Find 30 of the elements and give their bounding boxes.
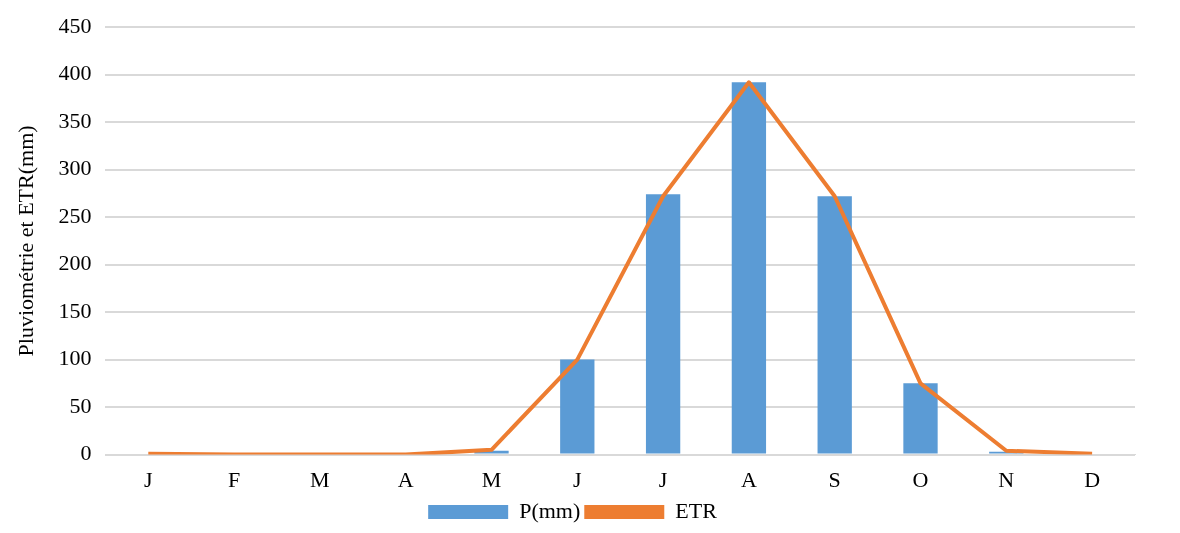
bar — [560, 359, 595, 454]
y-tick-label: 450 — [58, 12, 92, 38]
bar — [731, 82, 767, 454]
x-tick-label: O — [912, 466, 929, 492]
y-tick-label: 350 — [58, 107, 92, 133]
x-tick-label: F — [227, 466, 241, 492]
y-tick-label: 50 — [69, 392, 92, 418]
x-tick-label: N — [998, 466, 1015, 492]
y-tick-label: 400 — [58, 60, 92, 86]
y-axis-title: Pluviométrie et ETR(mm) — [12, 125, 38, 357]
legend-label: P(mm) — [519, 497, 581, 523]
x-tick-label: J — [658, 466, 668, 492]
bar — [903, 383, 938, 454]
y-tick-label: 0 — [80, 440, 92, 466]
x-tick-label: J — [144, 466, 154, 492]
y-tick-label: 300 — [58, 155, 92, 181]
x-tick-label: S — [828, 466, 841, 492]
x-tick-label: M — [310, 466, 330, 492]
x-tick-label: M — [481, 466, 502, 492]
y-tick-label: 200 — [58, 250, 92, 276]
x-tick-label: J — [573, 466, 583, 492]
y-tick-label: 100 — [58, 345, 92, 371]
x-tick-label: A — [397, 466, 414, 492]
x-tick-label: A — [740, 466, 757, 492]
bar — [645, 194, 681, 454]
y-tick-label: 150 — [58, 297, 92, 323]
legend-label: ETR — [675, 497, 718, 523]
x-tick-label: D — [1084, 466, 1101, 492]
bar — [817, 196, 852, 454]
y-tick-label: 250 — [58, 202, 92, 228]
